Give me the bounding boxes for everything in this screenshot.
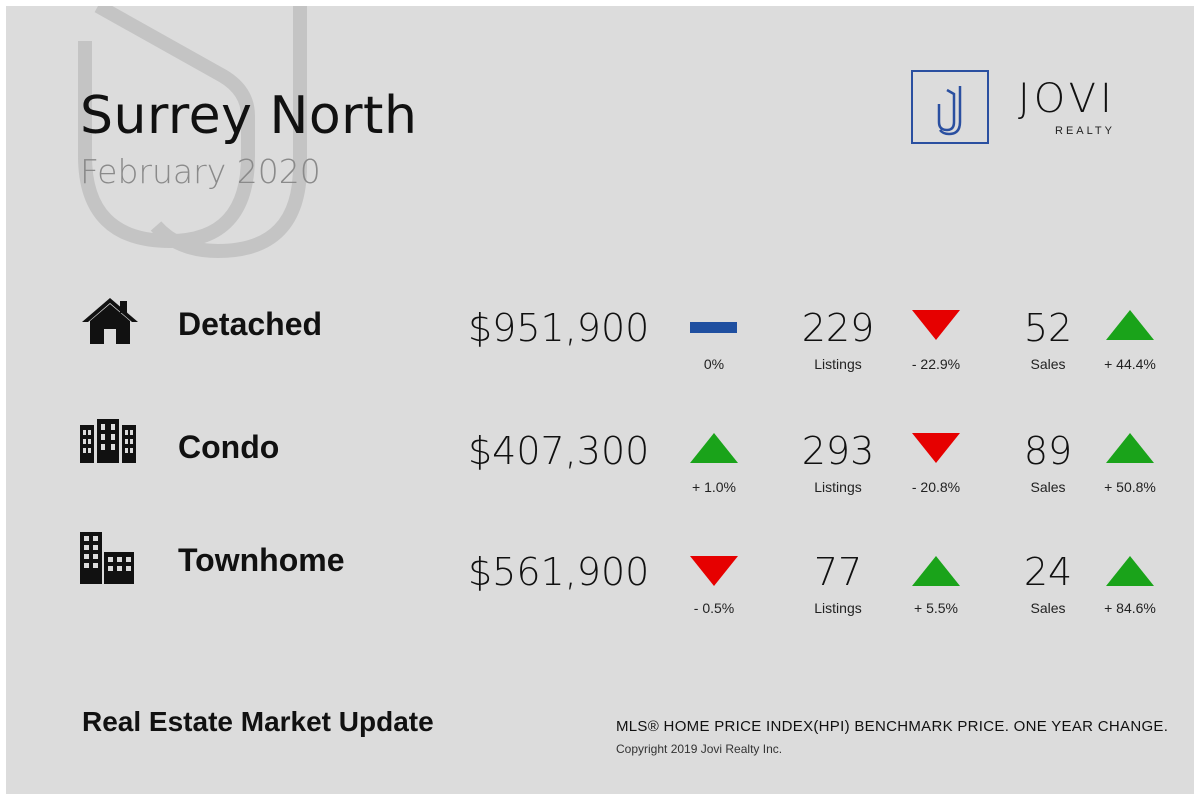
listings-label: Listings [814,600,862,616]
sales-label: Sales [1030,479,1066,495]
page-title: Surrey North [80,86,418,146]
price-change: 0% [703,356,725,372]
row-label: Condo [178,429,280,465]
listings-count: 77 [813,550,863,594]
brand-subtitle: REALTY [1055,125,1115,137]
condo-building-icon [80,419,136,463]
footer-title: Real Estate Market Update [82,706,434,737]
listings-down-arrow-icon [912,433,960,470]
price-down-arrow-icon [690,556,738,593]
sales-up-arrow-icon [1106,310,1154,347]
row-townhome: Townhome $561,900 - 0.5% 77 Listings + 5… [6,532,1194,632]
listings-change: - 22.9% [911,356,961,372]
row-label: Detached [178,306,323,342]
sales-count: 24 [1023,550,1073,594]
price-change: - 0.5% [693,600,735,616]
house-icon [82,298,138,344]
listings-down-arrow-icon [912,310,960,347]
market-update-card: Surrey North February 2020 JOVI REALTY D… [6,6,1194,794]
sales-change: + 44.4% [1104,356,1156,372]
sales-up-arrow-icon [1106,433,1154,470]
listings-label: Listings [814,356,862,372]
price-flat-indicator [690,310,738,355]
listings-change: + 5.5% [914,600,958,616]
page-subtitle: February 2020 [80,152,321,191]
benchmark-price: $561,900 [468,550,650,594]
listings-count: 229 [801,306,875,350]
price-up-arrow-icon [690,433,738,470]
townhome-building-icon [80,532,134,584]
footer-note: MLS® HOME PRICE INDEX(HPI) BENCHMARK PRI… [616,718,1169,735]
sales-count: 89 [1023,429,1073,473]
sales-count: 52 [1023,306,1073,350]
listings-up-arrow-icon [912,556,960,593]
brand-name: JOVI [1018,76,1116,122]
listings-label: Listings [814,479,862,495]
sales-label: Sales [1030,356,1066,372]
sales-up-arrow-icon [1106,556,1154,593]
price-change: + 1.0% [692,479,736,495]
jovi-logo-icon [911,70,989,144]
listings-count: 293 [801,429,875,473]
row-detached: Detached $951,900 0% 229 Listings - 22.9… [6,296,1194,396]
jovi-watermark-icon [78,6,307,259]
sales-label: Sales [1030,600,1066,616]
sales-change: + 50.8% [1104,479,1156,495]
benchmark-price: $951,900 [468,306,650,350]
listings-change: - 20.8% [911,479,961,495]
footer-copyright: Copyright 2019 Jovi Realty Inc. [616,742,783,756]
benchmark-price: $407,300 [468,429,650,473]
row-condo: Condo $407,300 + 1.0% 293 Listings - 20.… [6,419,1194,519]
row-label: Townhome [178,542,345,578]
sales-change: + 84.6% [1104,600,1156,616]
